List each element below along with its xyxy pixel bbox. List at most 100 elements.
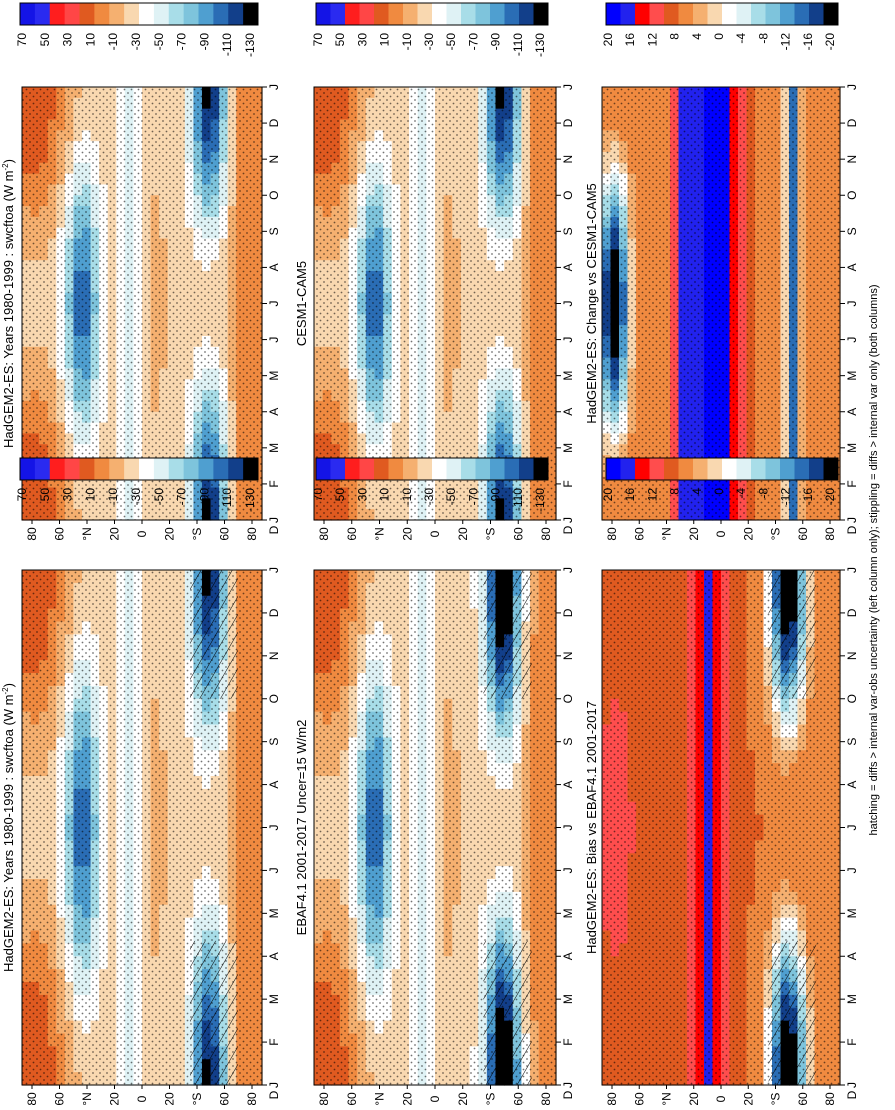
lat-label: 60 [53,527,67,541]
month-label: J [561,301,575,307]
lat-label: °N [373,1092,387,1105]
lat-label: 80 [539,1092,553,1105]
month-label: J [267,1082,281,1088]
hatching-overlay [483,941,531,1085]
month-label-end: D [267,525,281,534]
month-label: J [267,337,281,343]
month-label: A [267,781,281,789]
lat-label: °S [190,528,204,541]
lat-label: 20 [456,527,470,541]
panel-title-tail: ) [1,683,16,687]
lat-label: 0 [428,1095,442,1102]
panel-p-had-abs: HadGEM2-ES: Years 1980-1999 : swcftoa (W… [1,567,281,1105]
lat-label: 20 [163,1092,177,1105]
month-label: A [561,952,575,960]
hatching-overlay [190,941,238,1085]
stippling-overlay [314,87,556,520]
lat-label: °N [80,1092,94,1105]
month-label: M [267,908,281,918]
lat-label: °N [80,527,94,540]
lat-label: 20 [400,1092,414,1105]
month-label: F [267,480,281,487]
lat-label: °S [484,528,498,541]
month-label: A [561,781,575,789]
month-label: J [267,825,281,831]
lat-label: 60 [218,1092,232,1105]
month-label: O [561,694,575,703]
month-label: D [267,118,281,127]
lat-label: 60 [218,527,232,541]
panel-title: HadGEM2-ES: Years 1980-1999 : swcftoa (W… [1,683,16,972]
month-label-end: D [267,1090,281,1099]
month-label: J [561,84,575,90]
lat-label: 60 [345,1092,359,1105]
month-label: M [561,908,575,918]
lat-label: 0 [135,1095,149,1102]
month-label: J [267,517,281,523]
month-label: O [267,191,281,200]
panels-layer: HadGEM2-ES: Years 1980-1999 : swcftoa (W… [1,84,859,1105]
month-label: J [561,825,575,831]
month-label: N [561,155,575,164]
month-label: D [561,608,575,617]
month-label: N [561,651,575,660]
month-label: J [267,867,281,873]
month-label: M [267,443,281,453]
hatching-overlay [190,570,238,699]
lat-label: 80 [317,527,331,541]
month-label: J [561,567,575,573]
lat-label: 20 [108,1092,122,1105]
panel-title: HadGEM2-ES: Years 1980-1999 : swcftoa (W… [1,159,16,448]
month-label: A [267,263,281,271]
lat-label: 60 [53,1092,67,1105]
month-label: A [561,263,575,271]
month-label: S [561,738,575,746]
hatching-overlay [483,570,531,699]
lat-label: 80 [25,527,39,541]
lat-label: 0 [428,530,442,537]
month-label: S [561,227,575,235]
month-label: M [267,994,281,1004]
lat-label: 20 [456,1092,470,1105]
lat-label: 60 [511,527,525,541]
month-label: N [267,651,281,660]
month-label: M [561,371,575,381]
month-label: S [267,227,281,235]
month-label: O [561,191,575,200]
lat-label: 60 [345,527,359,541]
panel-title: EBAF4.1 2001-2017 Uncer=15 W/m2 [294,720,309,936]
panel-p-bias: HadGEM2-ES: Bias vs EBAF4.1 2001-2017JFM… [584,567,859,1105]
lat-label: 20 [400,527,414,541]
month-label: J [561,517,575,523]
lat-label: 20 [108,527,122,541]
lat-label: 80 [317,1092,331,1105]
month-label: F [267,1038,281,1045]
month-label-end: D [561,525,575,534]
month-label: J [561,867,575,873]
month-label: O [267,694,281,703]
month-label: F [561,1038,575,1045]
month-label: D [561,118,575,127]
month-label: D [267,608,281,617]
lat-label: 80 [245,527,259,541]
month-label: J [561,337,575,343]
month-label: A [267,952,281,960]
month-label: N [267,155,281,164]
month-label: J [267,301,281,307]
lat-label: 0 [135,530,149,537]
lat-label: 80 [539,527,553,541]
lat-label: 60 [511,1092,525,1105]
month-label: A [267,408,281,416]
panel-title: CESM1-CAM5 [294,261,309,346]
month-label: M [561,443,575,453]
panel-p-ebaf: EBAF4.1 2001-2017 Uncer=15 W/m2JFMAMJJAS… [294,567,575,1105]
lat-label: 80 [245,1092,259,1105]
month-label: J [561,1082,575,1088]
panel-title-tail: ) [1,159,16,163]
month-label-end: D [561,1090,575,1099]
month-label: S [267,738,281,746]
stippling-overlay [22,87,262,520]
lat-label: °N [373,527,387,540]
month-label: J [267,84,281,90]
month-label: A [561,408,575,416]
